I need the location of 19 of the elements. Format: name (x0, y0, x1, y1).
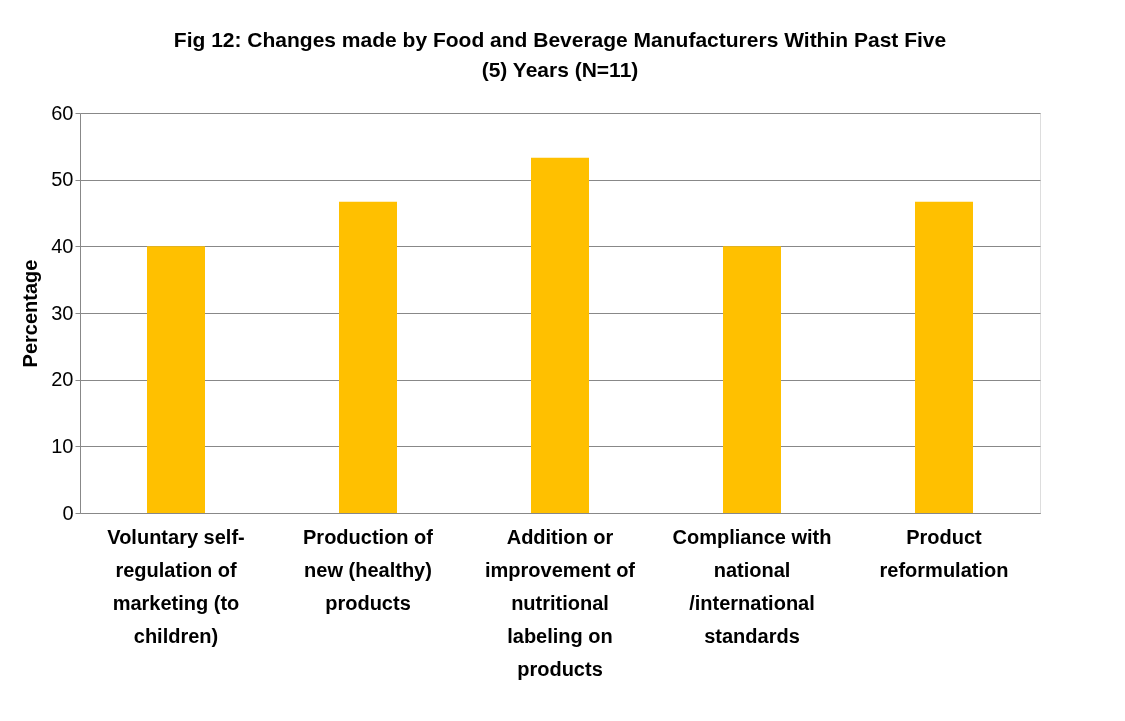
y-tick-label: 20 (51, 368, 74, 391)
bar (339, 201, 397, 513)
y-tick-label: 60 (51, 101, 74, 124)
x-tick-label: Compliance with national /international standards (672, 525, 832, 647)
bar (915, 201, 973, 513)
x-tick-label: Production of new (healthy) products (303, 525, 434, 614)
y-tick-label: 40 (51, 234, 74, 257)
y-tick-label: 10 (51, 434, 74, 457)
x-tick-label: Addition or improvement of nutritional labeling on products (484, 525, 636, 680)
bar (531, 157, 589, 513)
x-tick-label: Voluntary self-regulation of marketing (to children) (107, 525, 245, 647)
y-tick-label: 50 (51, 168, 74, 191)
bar (723, 246, 781, 513)
bar (147, 246, 205, 513)
y-tick-label: 0 (62, 501, 74, 524)
x-tick-label: Product reformulation (879, 525, 1009, 581)
y-axis-title: Percentage (19, 259, 42, 368)
y-tick-label: 30 (51, 301, 74, 324)
chart-title: Fig 12: Changes made by Food and Beverage Manufacturers Within Past Five (5) Years (N=11) (173, 28, 947, 81)
